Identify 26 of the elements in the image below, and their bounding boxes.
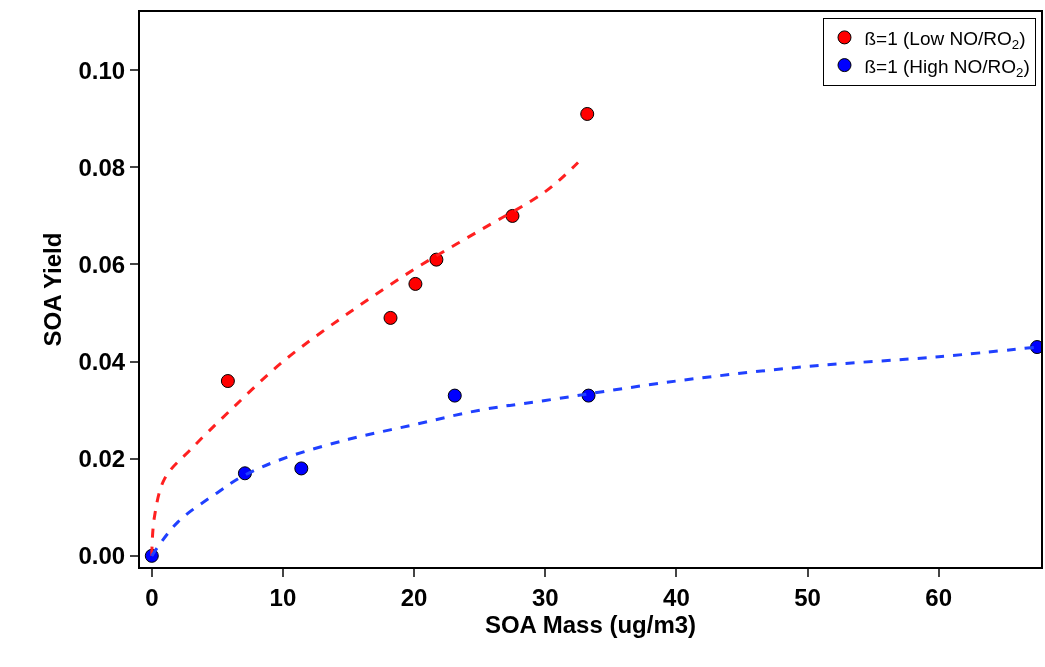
point [294, 461, 309, 476]
x-tick-label: 0 [145, 583, 159, 611]
x-tick-label: 50 [794, 583, 821, 611]
legend-label: ß=1 (High NO/RO$_{2}$) [864, 55, 1030, 80]
point [580, 106, 595, 121]
point [505, 208, 520, 223]
x-axis-title: SOA Mass (ug/m3) [484, 610, 697, 638]
y-tick-label: 0.08 [78, 153, 126, 181]
point [383, 310, 398, 325]
y-axis-title: SOA Yield [39, 232, 67, 347]
point [581, 388, 596, 403]
x-tick-label: 10 [269, 583, 297, 611]
x-tick-label: 20 [400, 583, 428, 611]
point [429, 252, 444, 267]
x-tick-label: 60 [925, 583, 953, 611]
y-tick-label: 0.02 [78, 445, 126, 473]
x-tick-label: 40 [663, 583, 690, 611]
y-tick-label: 0.06 [78, 250, 126, 278]
legend-label: ß=1 (Low NO/RO$_{2}$) [864, 27, 1026, 52]
point [447, 388, 462, 403]
point [408, 276, 423, 291]
y-tick-label: 0.10 [78, 56, 126, 84]
x-tick-label: 30 [531, 583, 559, 611]
y-tick-label: 0.04 [78, 348, 126, 376]
point [220, 374, 235, 389]
y-tick-label: 0.00 [78, 542, 126, 570]
